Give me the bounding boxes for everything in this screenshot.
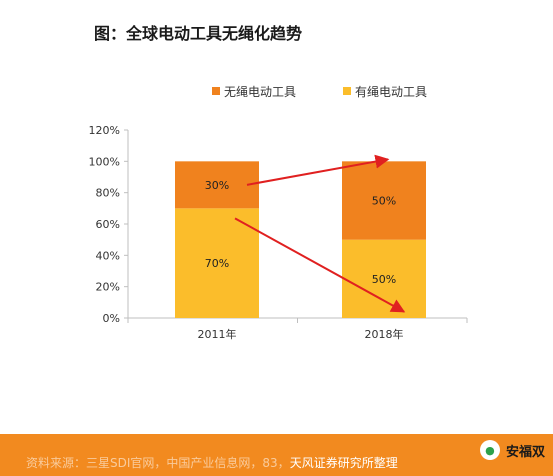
legend-label: 有绳电动工具	[355, 85, 427, 99]
bar-segment	[175, 161, 259, 209]
x-tick-label: 2011年	[198, 327, 237, 341]
y-tick-label: 40%	[96, 249, 120, 262]
x-axis: 2011年 2018年	[127, 317, 468, 341]
y-tick-label: 20%	[96, 281, 120, 294]
x-tick-label: 2018年	[365, 327, 404, 341]
source-prefix: 资料来源：三星SDI官网，中国产业信息网，	[26, 456, 263, 470]
source-suffix: 天风证券研究所整理	[289, 456, 398, 470]
data-label: 70%	[205, 257, 229, 270]
brand-badge: ● 安福双	[479, 440, 545, 460]
bar-segment	[175, 208, 259, 318]
data-label: 50%	[372, 195, 396, 208]
stacked-bar-chart: 无绳电动工具 有绳电动工具 0% 20% 40% 60% 80% 100% 120% 2011…	[89, 85, 468, 341]
arrow-corded-down	[234, 217, 406, 313]
legend-swatch	[343, 87, 351, 95]
y-tick-label: 80%	[96, 187, 120, 200]
source-footer: 资料来源：三星SDI官网，中国产业信息网，83，天风证券研究所整理 ● 安福双	[0, 434, 553, 476]
y-tick-label: 120%	[89, 124, 120, 137]
legend: 无绳电动工具 有绳电动工具	[212, 85, 427, 99]
wechat-icon: ●	[479, 440, 500, 460]
bar-segment	[342, 161, 426, 240]
chart-title: 图：全球电动工具无绳化趋势	[94, 24, 303, 43]
arrow-cordless-up	[246, 154, 390, 186]
source-num: 83，	[262, 456, 290, 470]
legend-label: 无绳电动工具	[224, 85, 296, 99]
y-tick-label: 60%	[96, 218, 120, 231]
trend-arrows	[234, 154, 406, 313]
data-label: 50%	[372, 273, 396, 286]
bar-segment	[342, 239, 426, 318]
y-tick-label: 100%	[89, 155, 120, 168]
y-axis: 0% 20% 40% 60% 80% 100% 120%	[89, 124, 129, 325]
y-tick-label: 0%	[103, 312, 120, 325]
data-label: 30%	[205, 179, 229, 192]
brand-name: 安福双	[505, 444, 545, 460]
source-text: 资料来源：三星SDI官网，中国产业信息网，83，天风证券研究所整理	[26, 454, 398, 471]
bars: 70% 30% 50% 50%	[175, 161, 426, 318]
legend-swatch	[212, 87, 220, 95]
